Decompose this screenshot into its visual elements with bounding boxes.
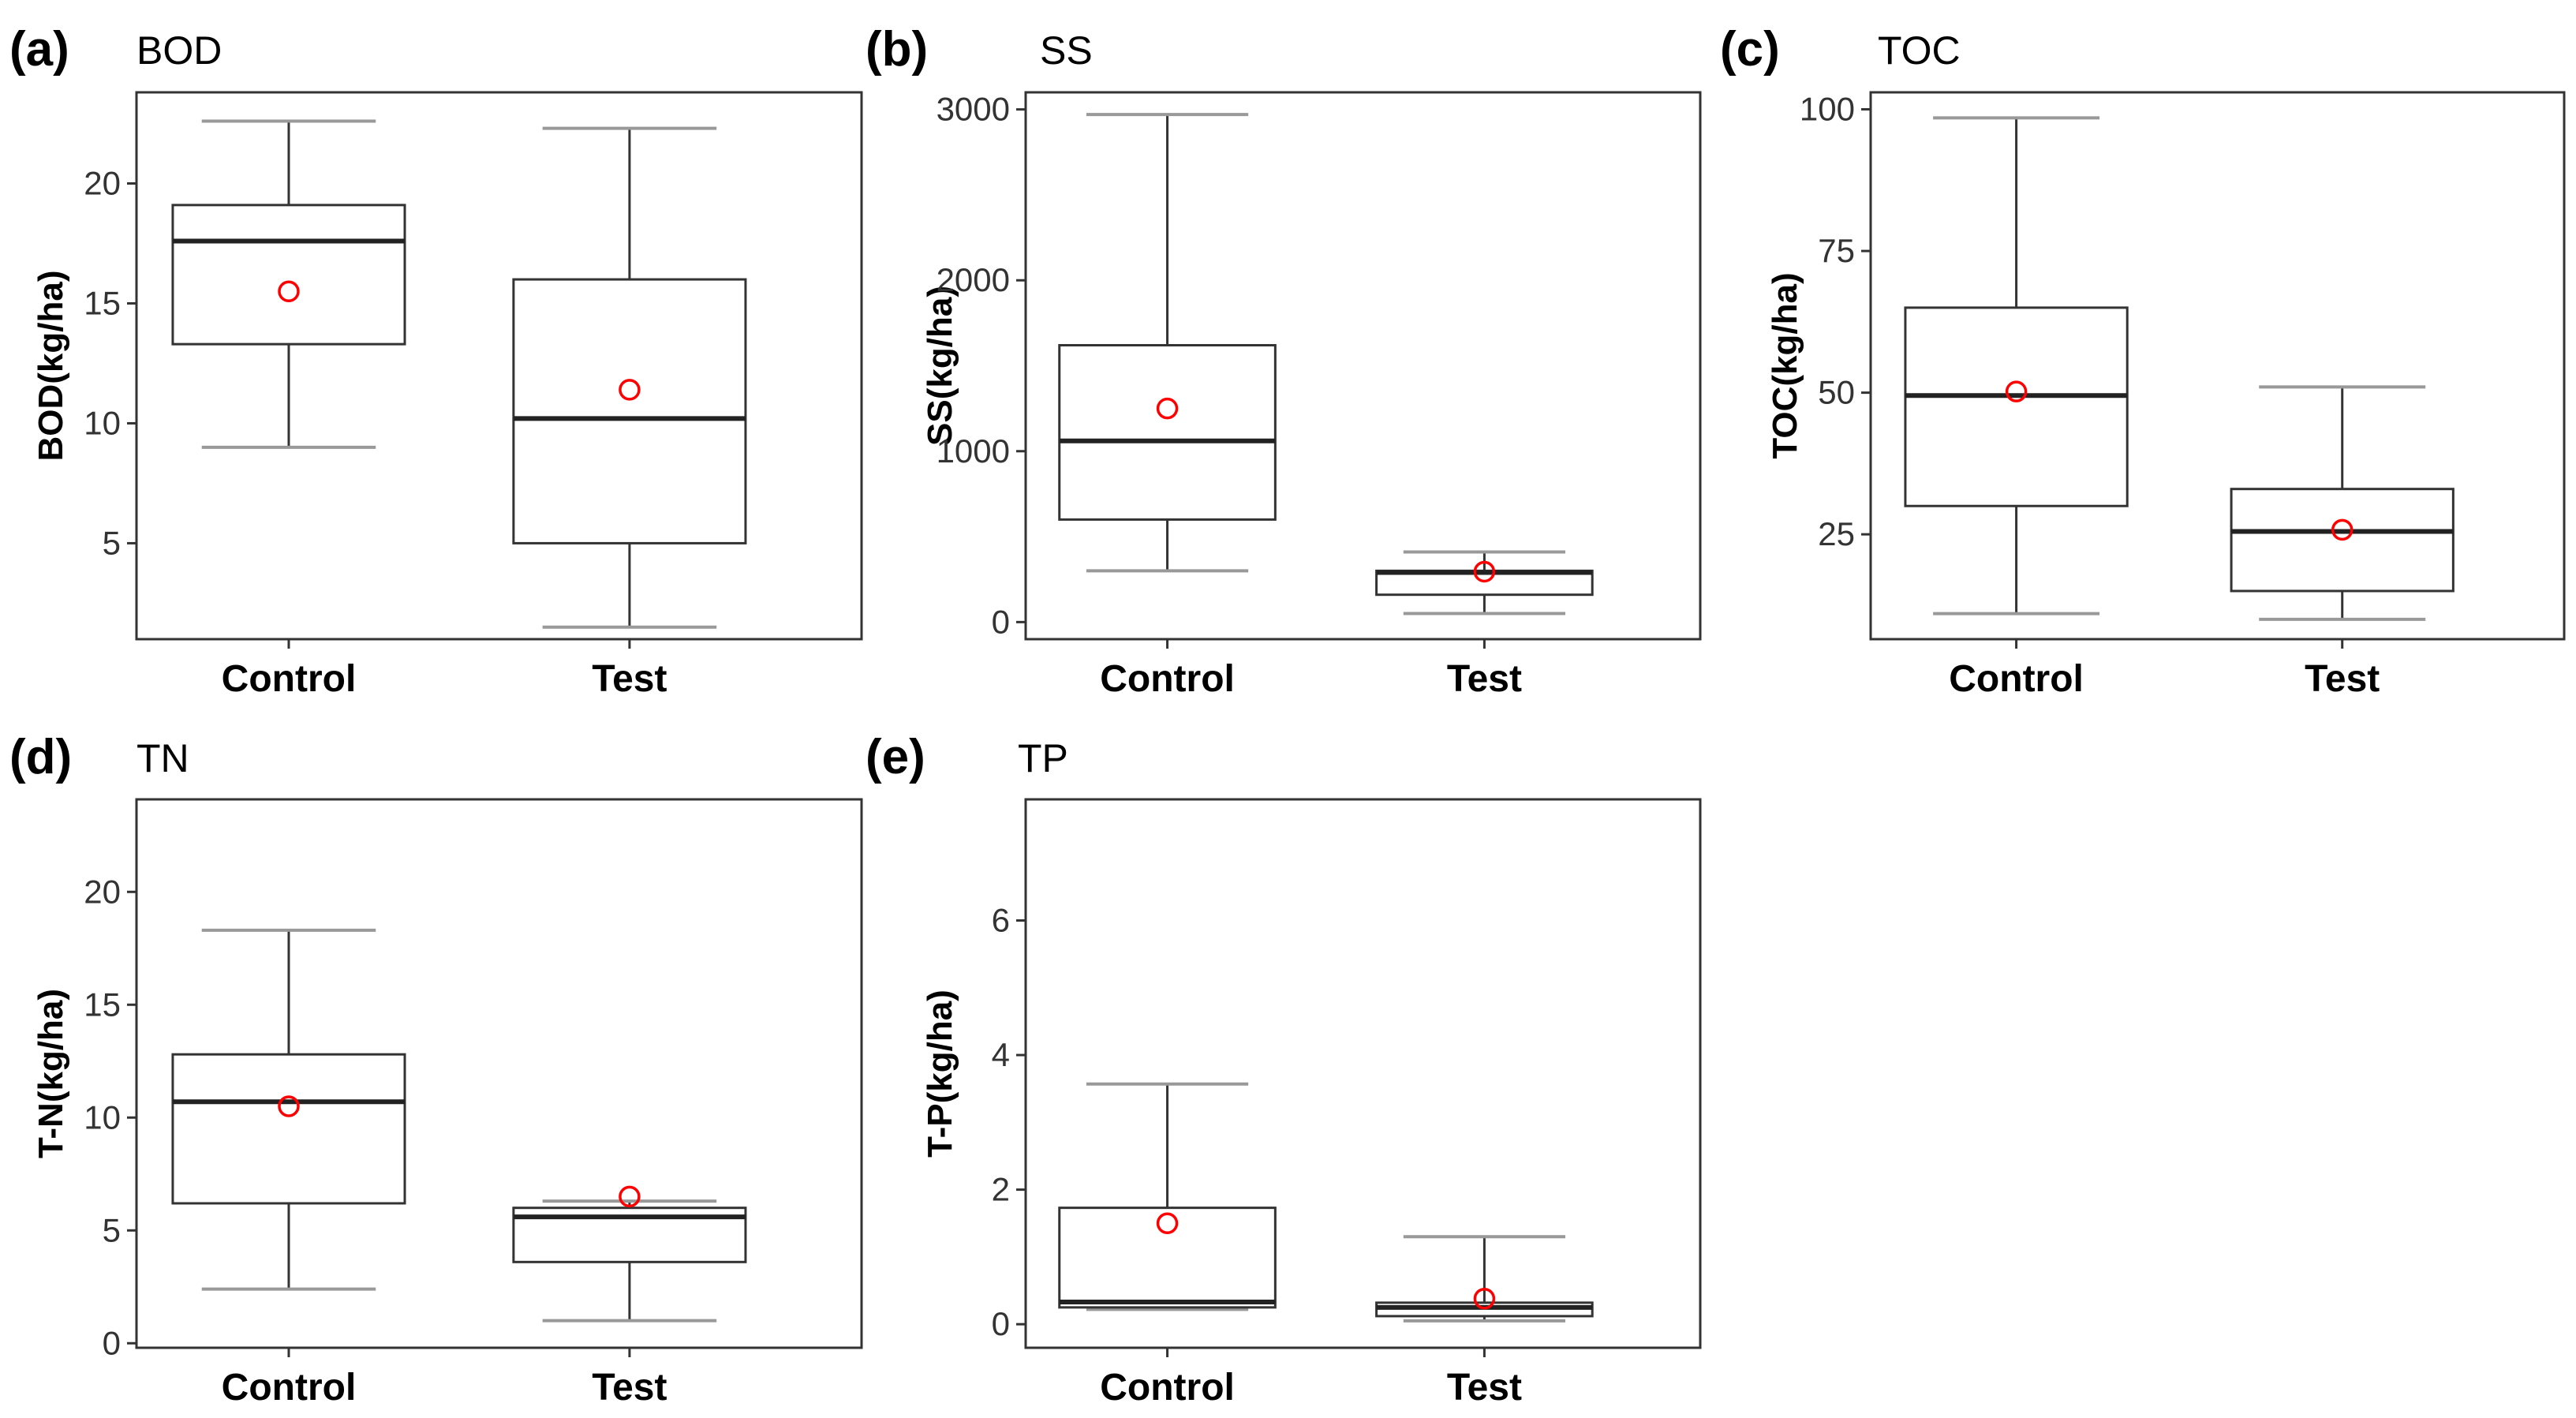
iqr-box: [512, 278, 747, 544]
box-test: [512, 1185, 747, 1323]
y-axis-label: SS(kg/ha): [921, 286, 959, 446]
panel-1: (a) BOD BOD(kg/ha) 5 10 15 20 Control Test: [9, 22, 863, 700]
mean-marker: [619, 1185, 641, 1208]
y-tick-label: 5: [103, 524, 121, 561]
x-tick-label: Control: [222, 1367, 357, 1409]
y-tick-label: 2: [992, 1171, 1010, 1208]
plot-frame: [1869, 91, 2566, 641]
y-axis-label: TOC(kg/ha): [1766, 272, 1804, 458]
y-axis-label: T-N(kg/ha): [32, 989, 70, 1158]
mean-marker: [1156, 397, 1179, 420]
panel-2: (b) SS SS(kg/ha) 0 1000 2000 3000 Control Test: [866, 22, 1702, 700]
panel-label: (d): [9, 730, 72, 784]
panel-label: (e): [866, 730, 925, 784]
iqr-box: [1904, 306, 2129, 507]
panel-title: SS: [1040, 28, 1093, 73]
x-tick-label: Test: [592, 1367, 667, 1409]
box-test: [1375, 1235, 1594, 1323]
x-tick-label: Control: [1100, 658, 1235, 700]
mean-marker: [278, 1095, 300, 1117]
panel-3: (c) TOC TOC(kg/ha) 25 50 75 100 Control Test: [1720, 22, 2566, 700]
iqr-box: [171, 1053, 406, 1205]
y-axis-label: BOD(kg/ha): [32, 271, 70, 462]
mean-marker: [2331, 518, 2354, 541]
y-tick-label: 4: [992, 1036, 1010, 1073]
panel-title: BOD: [136, 28, 222, 73]
y-tick-label: 3000: [937, 91, 1010, 128]
y-tick-label: 0: [992, 1305, 1010, 1342]
plot-frame: [135, 91, 863, 641]
plot-frame: [1024, 91, 1702, 641]
panel-4: (d) TN T-N(kg/ha) 0 5 10 15 20 Control Test: [9, 730, 863, 1409]
x-tick-label: Control: [222, 658, 357, 700]
y-tick-label: 10: [84, 404, 121, 441]
y-tick-label: 20: [84, 165, 121, 202]
mean-marker: [619, 379, 641, 401]
box-control: [171, 928, 406, 1291]
panel-title: TOC: [1878, 28, 1961, 73]
y-tick-label: 15: [84, 284, 121, 321]
mean-marker: [1473, 560, 1496, 583]
x-tick-label: Control: [1949, 658, 2084, 700]
y-tick-label: 0: [992, 603, 1010, 640]
y-tick-label: 10: [84, 1098, 121, 1136]
mean-marker: [278, 280, 300, 303]
y-tick-label: 20: [84, 873, 121, 910]
y-tick-label: 6: [992, 901, 1010, 938]
x-tick-label: Control: [1100, 1367, 1235, 1409]
iqr-box: [171, 204, 406, 346]
box-control: [1904, 116, 2129, 615]
panel-label: (c): [1720, 22, 1780, 77]
iqr-box: [1058, 344, 1277, 521]
y-tick-label: 1000: [937, 432, 1010, 470]
panel-label: (a): [9, 22, 69, 77]
y-tick-label: 2000: [937, 261, 1010, 298]
box-test: [512, 126, 747, 629]
panel-label: (b): [866, 22, 928, 77]
iqr-box: [1058, 1207, 1277, 1309]
y-tick-label: 5: [103, 1211, 121, 1248]
box-test: [2230, 385, 2454, 621]
y-tick-label: 100: [1800, 91, 1855, 128]
x-tick-label: Test: [1447, 1367, 1522, 1409]
mean-marker: [1156, 1212, 1179, 1234]
box-control: [171, 119, 406, 449]
mean-marker: [1473, 1287, 1496, 1310]
y-axis-label: T-P(kg/ha): [921, 990, 959, 1158]
plot-frame: [135, 798, 863, 1349]
box-test: [1375, 550, 1594, 615]
y-tick-label: 15: [84, 986, 121, 1023]
panel-5: (e) TP T-P(kg/ha) 0 2 4 6 Control Test: [866, 730, 1702, 1409]
panel-title: TN: [136, 736, 189, 780]
panel-title: TP: [1018, 736, 1068, 780]
mean-marker: [2005, 380, 2028, 402]
y-tick-label: 25: [1818, 515, 1855, 552]
x-tick-label: Test: [592, 658, 667, 700]
y-tick-label: 50: [1818, 374, 1855, 411]
box-control: [1058, 1082, 1277, 1311]
x-tick-label: Test: [2305, 658, 2380, 700]
y-tick-label: 0: [103, 1324, 121, 1361]
x-tick-label: Test: [1447, 658, 1522, 700]
y-tick-label: 75: [1818, 232, 1855, 269]
plot-frame: [1024, 798, 1702, 1349]
box-control: [1058, 113, 1277, 573]
